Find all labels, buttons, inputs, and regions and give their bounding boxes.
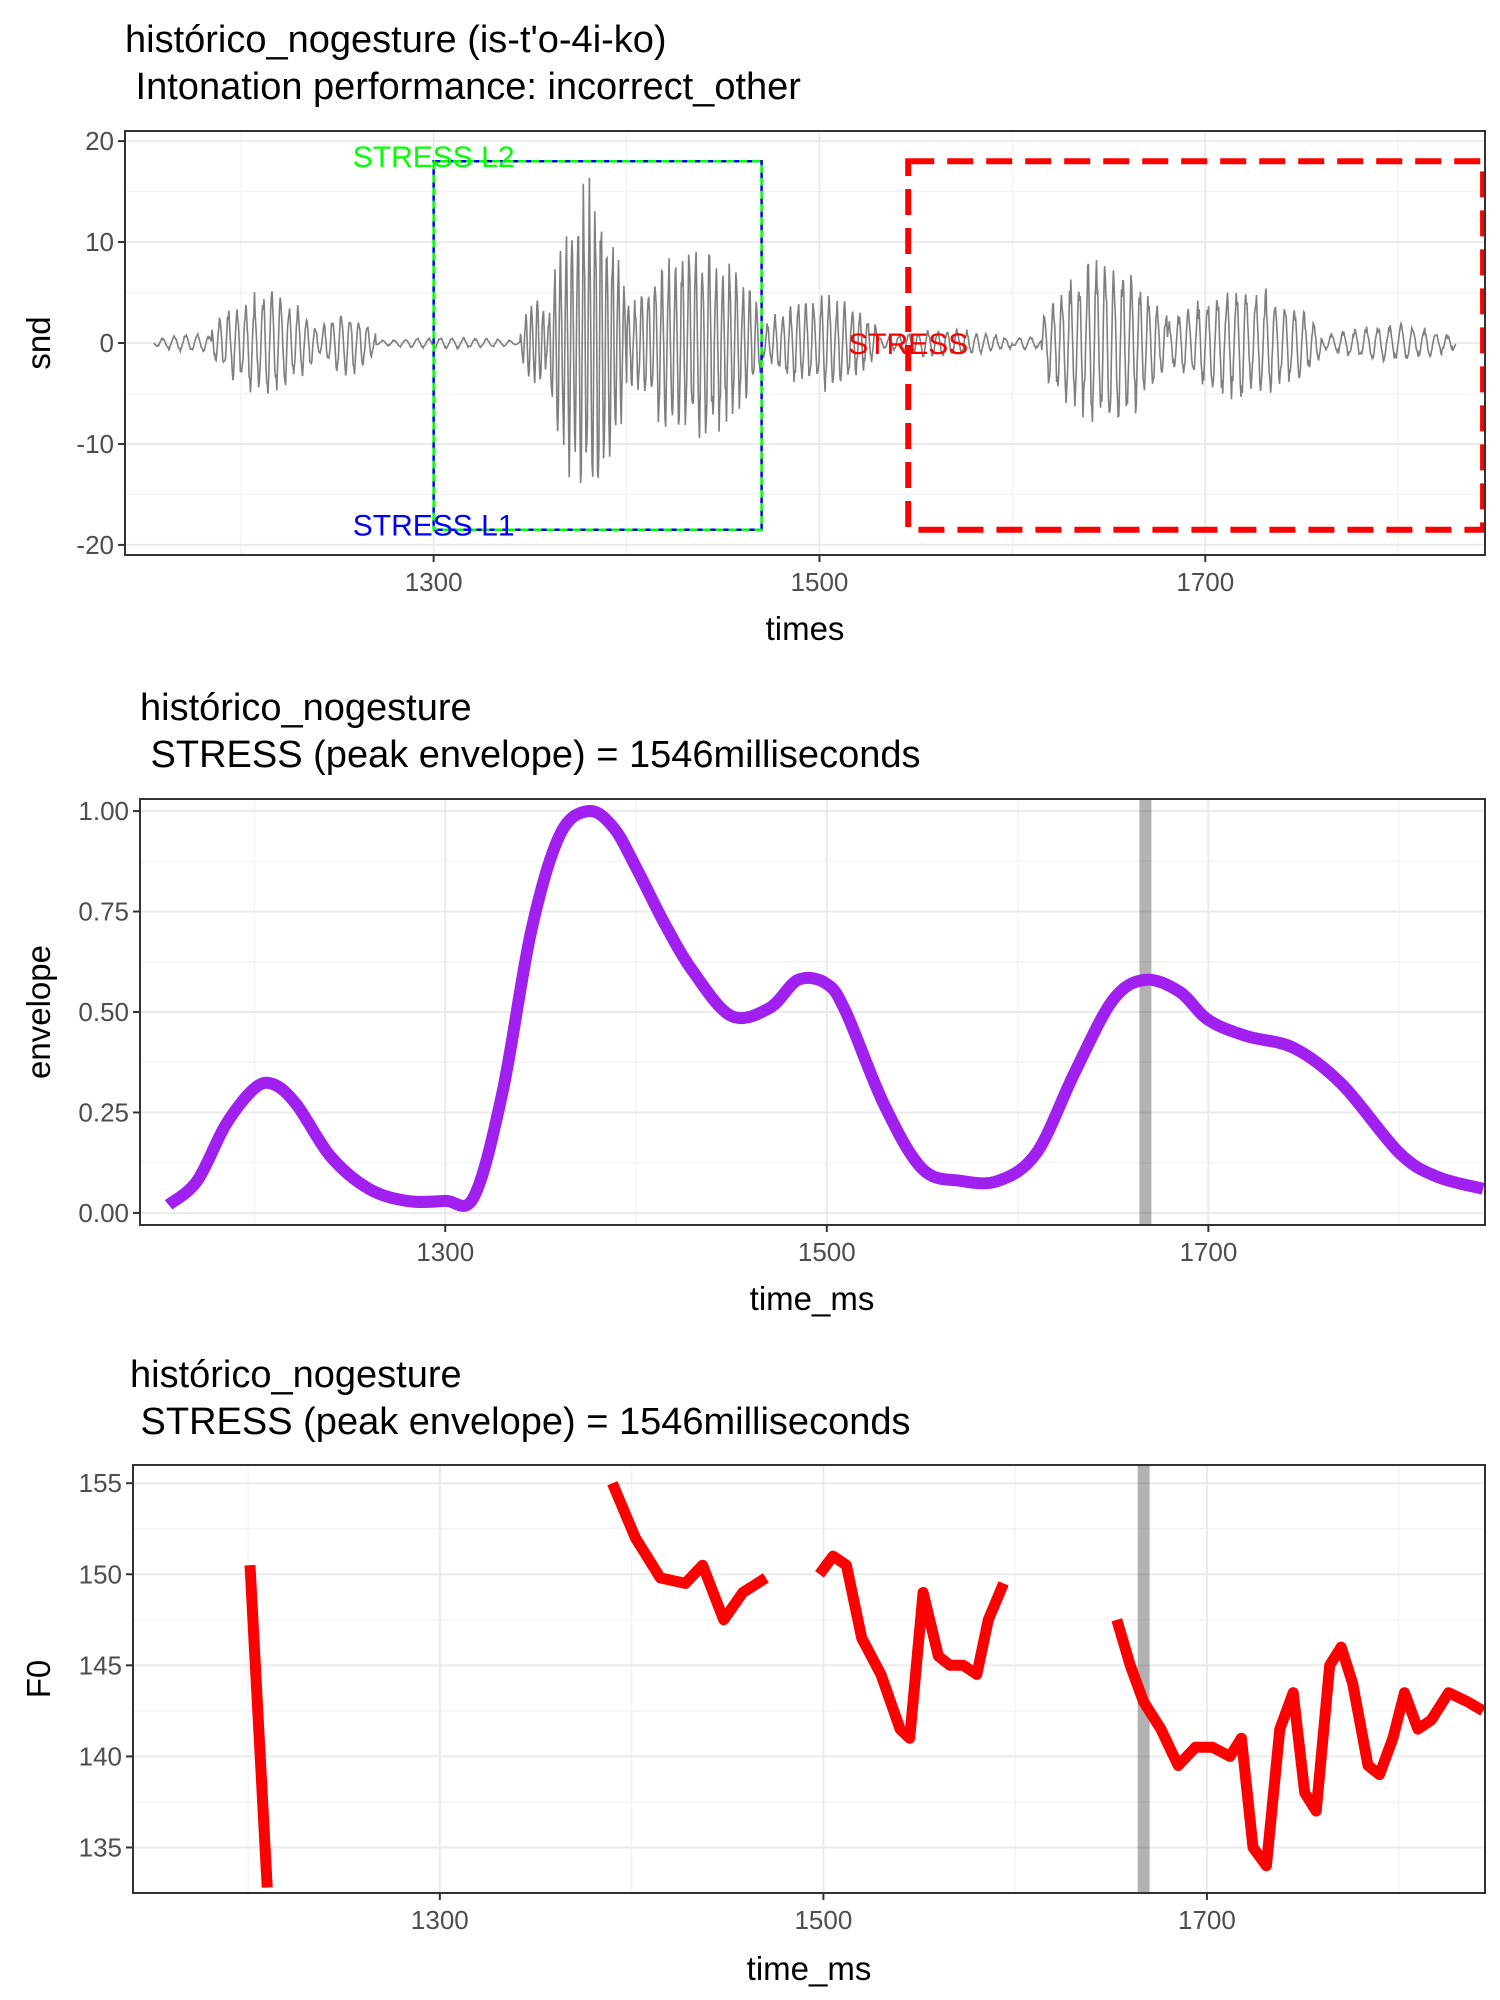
envelope-line — [164, 805, 1485, 1212]
panel2-grid — [140, 799, 1485, 1225]
panel-waveform: histórico_nogesture (is-t'o-4i-ko) Inton… — [20, 19, 1487, 647]
y-tick-label: 145 — [79, 1650, 122, 1680]
stress-l2-box — [432, 160, 763, 532]
panel3-axes: 1300 1500 1700 135 140 145 150 155 — [79, 1468, 1236, 1935]
x-tick-label: 1700 — [1178, 1905, 1236, 1935]
f0-segment-line — [607, 1481, 769, 1626]
x-tick-label: 1300 — [416, 1237, 474, 1267]
panel3-subtitle: STRESS (peak envelope) = 1546millisecond… — [130, 1401, 910, 1443]
y-tick-label: 155 — [79, 1468, 122, 1498]
panel2-axes: 1300 1500 1700 0.00 0.25 0.50 0.75 1.00 — [78, 796, 1237, 1267]
x-tick-label: 1300 — [405, 567, 463, 597]
stress-box — [905, 158, 1487, 533]
panel2-x-axis-label: time_ms — [750, 1280, 875, 1317]
y-tick-label: 150 — [79, 1559, 122, 1589]
y-tick-label: 135 — [79, 1832, 122, 1862]
y-tick-label: -10 — [76, 429, 114, 459]
stress-peak-marker — [1139, 799, 1152, 1225]
panel3-border — [132, 1464, 1486, 1894]
panel2-y-axis-label: envelope — [20, 945, 57, 1079]
panel1-subtitle: Intonation performance: incorrect_other — [125, 66, 801, 108]
f0-segment-line — [815, 1550, 1009, 1744]
panel3-y-axis-label: F0 — [20, 1660, 57, 1699]
f0-segment-line — [1111, 1618, 1486, 1872]
x-tick-label: 1500 — [791, 567, 849, 597]
panel1-axes: 1300 1500 1700 -20 -10 0 10 20 — [76, 126, 1234, 597]
panel-envelope: histórico_nogesture STRESS (peak envelop… — [20, 687, 1486, 1317]
y-tick-label: 0.50 — [78, 997, 129, 1027]
panel3-series — [244, 1481, 1486, 1888]
panel1-regions — [432, 158, 1487, 533]
panel1-y-axis-label: snd — [20, 316, 57, 369]
f0-segment-line — [244, 1564, 273, 1888]
panel1-x-axis-label: times — [766, 610, 845, 647]
y-tick-label: 0 — [100, 328, 114, 358]
stress-l1-label: STRESS L1 — [353, 510, 515, 543]
panel3-grid — [133, 1465, 1485, 1893]
y-tick-label: -20 — [76, 530, 114, 560]
panel1-title: histórico_nogesture (is-t'o-4i-ko) — [125, 19, 667, 61]
y-tick-label: 0.75 — [78, 897, 129, 927]
stress-peak-marker — [1137, 1465, 1150, 1893]
y-tick-label: 0.00 — [78, 1198, 129, 1228]
y-tick-label: 20 — [85, 126, 114, 156]
panel2-subtitle: STRESS (peak envelope) = 1546millisecond… — [140, 734, 920, 776]
panel2-stress-marker — [1139, 799, 1152, 1225]
panel3-x-axis-label: time_ms — [747, 1950, 872, 1987]
y-tick-label: 1.00 — [78, 796, 129, 826]
panel1-series — [153, 177, 1457, 484]
panel3-stress-marker — [1137, 1465, 1150, 1893]
y-tick-label: 10 — [85, 227, 114, 257]
panel3-plot-background — [133, 1465, 1485, 1893]
stress-l2-label: STRESS L2 — [353, 141, 515, 174]
x-tick-label: 1500 — [798, 1237, 856, 1267]
x-tick-label: 1500 — [794, 1905, 852, 1935]
x-tick-label: 1700 — [1176, 567, 1234, 597]
stress-label: STRESS — [848, 328, 968, 361]
x-tick-label: 1300 — [411, 1905, 469, 1935]
panel3-title: histórico_nogesture — [130, 1354, 462, 1396]
y-tick-label: 140 — [79, 1741, 122, 1771]
y-tick-label: 0.25 — [78, 1097, 129, 1127]
waveform-line — [153, 177, 1457, 484]
panel1-annotations: STRESS L2 STRESS L1 STRESS — [353, 141, 968, 542]
x-tick-label: 1700 — [1179, 1237, 1237, 1267]
panel-f0: histórico_nogesture STRESS (peak envelop… — [20, 1354, 1486, 1987]
panel2-series — [164, 805, 1485, 1212]
panel2-title: histórico_nogesture — [140, 687, 472, 729]
